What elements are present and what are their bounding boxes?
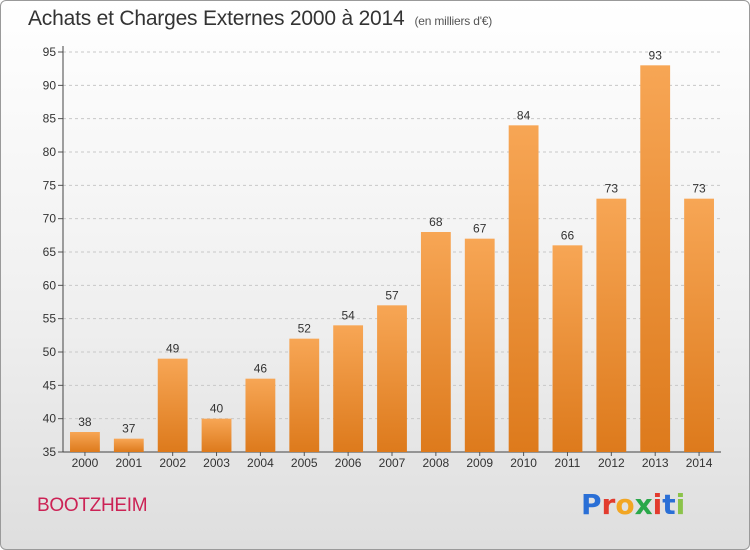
bar-2000[interactable] [70, 432, 100, 452]
x-tick-label-2006: 2006 [335, 456, 362, 470]
logo-letter: x [634, 488, 653, 521]
bar-2001[interactable] [113, 438, 144, 452]
bar-2007[interactable] [377, 305, 407, 452]
bar-2008[interactable] [420, 232, 451, 452]
data-label-2012: 73 [605, 182, 619, 196]
x-tick-label-2000: 2000 [72, 456, 99, 470]
data-label-2001: 37 [122, 422, 136, 436]
y-tick-label: 90 [43, 78, 57, 92]
y-tick-label: 80 [43, 145, 57, 159]
data-label-2003: 40 [210, 402, 224, 416]
bar-2002[interactable] [157, 358, 188, 452]
bar-2006[interactable] [333, 325, 364, 452]
city-name: BOOTZHEIM [37, 495, 148, 516]
y-tick-label: 55 [43, 312, 57, 326]
logo-letter: o [615, 488, 635, 521]
y-tick-label: 50 [43, 345, 57, 359]
chart-subtitle: (en milliers d'€) [414, 14, 493, 28]
x-tick-label-2010: 2010 [510, 456, 537, 470]
y-tick-label: 60 [43, 278, 57, 292]
y-tick-label: 35 [43, 445, 57, 459]
y-tick-label: 95 [43, 45, 57, 59]
bar-2005[interactable] [289, 338, 320, 452]
x-tick-label-2012: 2012 [598, 456, 625, 470]
y-tick-label: 75 [43, 178, 57, 192]
bar-2014[interactable] [684, 198, 714, 452]
logo-letter: i [675, 488, 686, 521]
chart-title: Achats et Charges Externes 2000 à 2014 (e… [28, 7, 493, 30]
logo-letter: i [652, 488, 663, 521]
data-label-2014: 73 [692, 182, 706, 196]
x-tick-label-2003: 2003 [203, 456, 230, 470]
x-tick-label-2009: 2009 [466, 456, 493, 470]
y-tick-label: 45 [43, 378, 57, 392]
bar-2003[interactable] [201, 418, 232, 452]
data-label-2007: 57 [385, 288, 399, 302]
bar-2013[interactable] [640, 65, 671, 452]
data-label-2010: 84 [517, 108, 531, 122]
x-tick-label-2008: 2008 [423, 456, 450, 470]
data-label-2004: 46 [254, 362, 268, 376]
y-tick-label: 85 [43, 112, 57, 126]
x-tick-label-2004: 2004 [247, 456, 274, 470]
bar-2012[interactable] [596, 198, 627, 452]
bar-2009[interactable] [464, 238, 495, 452]
y-tick-label: 65 [43, 245, 57, 259]
x-tick-label-2002: 2002 [159, 456, 186, 470]
x-tick-label-2011: 2011 [555, 456, 581, 470]
bar-2004[interactable] [245, 378, 276, 452]
data-label-2008: 68 [429, 215, 443, 229]
x-tick-label-2007: 2007 [379, 456, 406, 470]
bar-2011[interactable] [552, 245, 583, 452]
data-label-2013: 93 [649, 48, 663, 62]
data-label-2005: 52 [298, 322, 312, 336]
logo-letter: P [581, 488, 602, 521]
logo-letter: t [662, 488, 676, 521]
data-labels: 38 37 49 40 46 52 54 57 68 67 84 66 73 93 73 [78, 48, 706, 435]
data-label-2002: 49 [166, 342, 180, 356]
logo-letter: r [601, 488, 616, 521]
data-label-2009: 67 [473, 222, 487, 236]
axes: 35 40 45 50 55 60 65 70 75 80 85 90 95 2000 2001 2002 20… [43, 45, 721, 470]
x-tick-label-2014: 2014 [686, 456, 713, 470]
data-label-2000: 38 [78, 415, 92, 429]
x-tick-label-2013: 2013 [642, 456, 669, 470]
bar-2010[interactable] [508, 125, 539, 452]
bars [70, 65, 714, 452]
data-label-2006: 54 [341, 308, 355, 322]
proxiti-logo[interactable]: Proxiti [581, 488, 685, 521]
y-tick-label: 40 [43, 412, 57, 426]
data-label-2011: 66 [561, 228, 575, 242]
x-tick-label-2001: 2001 [115, 456, 142, 470]
y-tick-label: 70 [43, 212, 57, 226]
x-tick-label-2005: 2005 [291, 456, 318, 470]
